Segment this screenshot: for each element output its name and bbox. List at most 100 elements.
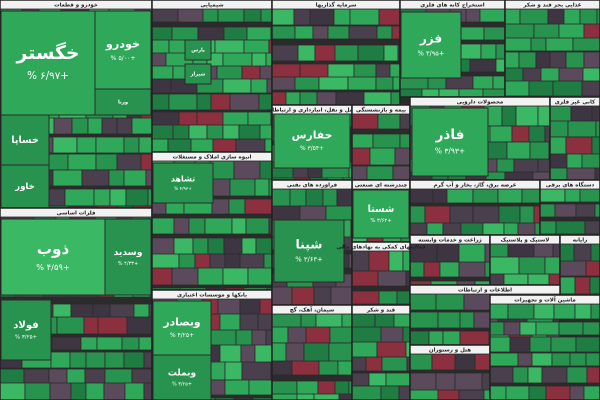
small-tile bbox=[559, 260, 587, 277]
small-tile bbox=[503, 321, 521, 336]
stock-tile bbox=[152, 300, 212, 356]
sector: ماشین آلات و تجهیزات bbox=[489, 294, 600, 400]
small-tile bbox=[271, 326, 289, 344]
small-tile bbox=[126, 316, 153, 335]
small-tile bbox=[539, 220, 557, 236]
sector: بیمه و بازنشستگی bbox=[351, 104, 411, 181]
small-tile bbox=[52, 136, 78, 154]
sector-title: فراورده های نفتی bbox=[287, 183, 338, 189]
small-tile bbox=[124, 382, 145, 400]
stock-tile bbox=[184, 39, 212, 61]
small-tile bbox=[241, 361, 272, 381]
stock-name: ورنا bbox=[118, 100, 128, 106]
small-tile bbox=[131, 117, 153, 135]
stock-tile bbox=[411, 107, 489, 177]
small-tile bbox=[219, 313, 241, 333]
small-tile bbox=[533, 303, 555, 320]
small-tile bbox=[575, 336, 600, 353]
sector-title: فعالیتهای کمکی به نهادهای مالی bbox=[336, 244, 426, 251]
small-tile bbox=[291, 286, 315, 306]
small-tile bbox=[96, 336, 123, 351]
small-tile bbox=[49, 382, 72, 400]
small-tile bbox=[228, 198, 246, 215]
small-tile bbox=[529, 336, 552, 353]
stock-name: فولاد bbox=[13, 320, 38, 331]
stock-tile bbox=[152, 162, 214, 204]
small-tile bbox=[529, 141, 550, 162]
small-tile bbox=[125, 188, 149, 207]
small-tile bbox=[594, 203, 600, 218]
small-tile bbox=[224, 361, 243, 381]
small-tile bbox=[0, 382, 26, 400]
sector: سیمان، آهک، گچ bbox=[271, 304, 353, 400]
small-tile bbox=[224, 379, 250, 396]
small-tile bbox=[103, 382, 126, 400]
small-tile bbox=[550, 336, 577, 353]
small-tile bbox=[85, 382, 105, 400]
small-tile bbox=[231, 217, 247, 235]
small-tile bbox=[489, 336, 511, 353]
small-tile bbox=[458, 88, 484, 98]
small-tile bbox=[303, 342, 330, 364]
small-tile bbox=[233, 160, 261, 182]
stock-tile bbox=[0, 299, 52, 361]
small-tile bbox=[368, 250, 390, 272]
small-tile bbox=[530, 37, 547, 52]
small-tile bbox=[482, 222, 505, 236]
small-tile bbox=[271, 205, 301, 221]
small-tile bbox=[351, 290, 380, 305]
small-tile bbox=[545, 37, 574, 52]
small-tile bbox=[566, 366, 588, 384]
small-tile bbox=[409, 389, 439, 400]
sector: انبوه سازی املاک و مستغلات تشاهد % ۴/۹۳+ bbox=[151, 151, 273, 291]
small-tile bbox=[116, 117, 133, 135]
small-tile bbox=[409, 353, 433, 371]
sector-title: فلزات اساسی bbox=[57, 211, 96, 217]
small-tile bbox=[489, 385, 507, 400]
small-tile bbox=[483, 26, 506, 41]
sector: استخراج کانه های فلزی فزر % ۳/۹۵+ bbox=[399, 0, 506, 98]
small-tile bbox=[504, 37, 532, 52]
small-tile bbox=[489, 273, 505, 286]
small-tile bbox=[67, 153, 97, 171]
sector-title: رایانه bbox=[573, 238, 588, 244]
sector-border bbox=[489, 294, 600, 400]
small-tile bbox=[97, 316, 128, 335]
sector: فراورده های نفتی شپنا % ۳/۶۳+ bbox=[271, 179, 353, 306]
sector-title: خودرو و قطعات bbox=[54, 3, 98, 9]
small-tile bbox=[173, 217, 190, 235]
small-tile bbox=[244, 198, 273, 215]
small-tile bbox=[539, 203, 556, 218]
small-tile bbox=[123, 136, 140, 154]
small-tile bbox=[472, 188, 499, 204]
stock-name: خساپا bbox=[11, 135, 39, 146]
small-tile bbox=[437, 389, 460, 400]
small-tile bbox=[402, 250, 411, 272]
small-tile bbox=[293, 8, 311, 26]
small-tile bbox=[431, 353, 456, 371]
small-tile bbox=[385, 372, 411, 387]
small-tile bbox=[495, 58, 506, 73]
small-tile bbox=[202, 8, 219, 23]
small-tile bbox=[409, 205, 426, 225]
small-tile bbox=[505, 385, 530, 400]
small-tile bbox=[517, 352, 533, 367]
sector-title: بانکها و موسسات اعتباری bbox=[177, 292, 247, 299]
small-tile bbox=[56, 316, 85, 335]
small-tile bbox=[328, 342, 353, 364]
small-tile bbox=[396, 290, 411, 305]
small-tile bbox=[271, 44, 299, 62]
small-tile bbox=[512, 366, 529, 384]
small-tile bbox=[521, 188, 541, 204]
small-tile bbox=[585, 352, 600, 367]
small-tile bbox=[570, 105, 593, 124]
small-tile bbox=[388, 250, 404, 272]
small-tile bbox=[351, 270, 379, 287]
small-tile bbox=[528, 385, 547, 400]
sector: سرمایه گذاریها bbox=[271, 0, 401, 106]
small-tile bbox=[498, 205, 521, 225]
small-tile bbox=[291, 360, 320, 376]
small-tile bbox=[81, 169, 110, 187]
small-tile bbox=[539, 188, 566, 203]
small-tile bbox=[24, 382, 51, 400]
